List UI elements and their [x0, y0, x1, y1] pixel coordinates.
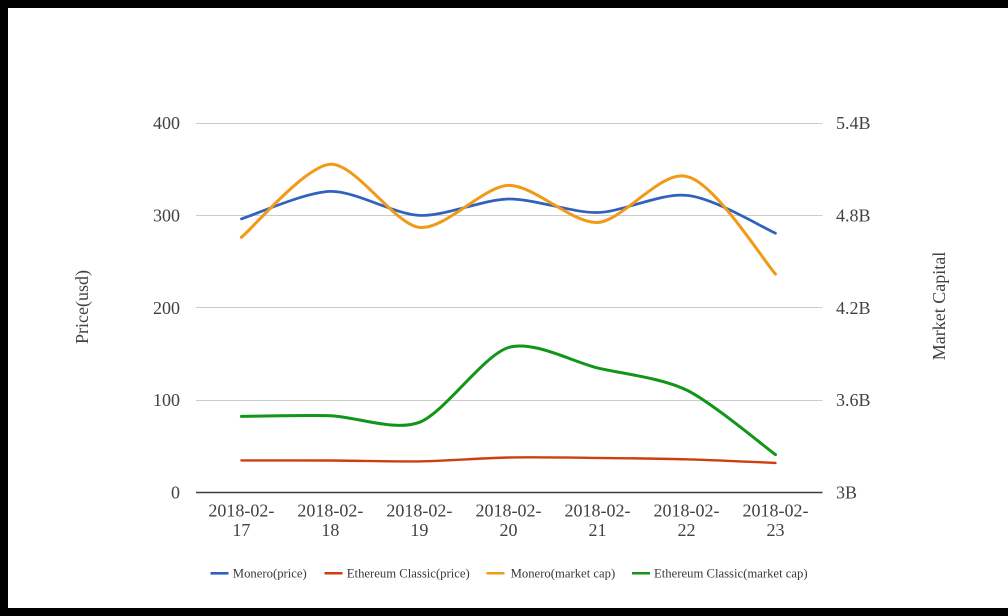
svg-text:100: 100: [153, 390, 180, 410]
svg-text:19: 19: [410, 520, 428, 540]
svg-text:3B: 3B: [836, 483, 857, 503]
svg-text:20: 20: [500, 520, 518, 540]
svg-text:0: 0: [171, 483, 180, 503]
svg-text:2018-02-: 2018-02-: [208, 500, 274, 520]
svg-text:Ethereum Classic(price): Ethereum Classic(price): [347, 567, 470, 581]
svg-text:2018-02-: 2018-02-: [476, 500, 542, 520]
svg-text:2018-02-: 2018-02-: [386, 500, 452, 520]
svg-text:5.4B: 5.4B: [836, 113, 871, 133]
svg-text:21: 21: [589, 520, 607, 540]
svg-text:2018-02-: 2018-02-: [297, 500, 363, 520]
svg-text:23: 23: [767, 520, 785, 540]
svg-text:Monero(market cap): Monero(market cap): [511, 567, 616, 581]
svg-text:2018-02-: 2018-02-: [743, 500, 809, 520]
svg-text:4.2B: 4.2B: [836, 298, 871, 318]
svg-text:2018-02-: 2018-02-: [565, 500, 631, 520]
svg-text:18: 18: [321, 520, 339, 540]
svg-text:Price(usd): Price(usd): [72, 270, 93, 344]
svg-text:200: 200: [153, 298, 180, 318]
svg-text:17: 17: [232, 520, 250, 540]
svg-text:300: 300: [153, 206, 180, 226]
svg-text:Monero(price): Monero(price): [233, 567, 307, 581]
svg-text:22: 22: [678, 520, 696, 540]
svg-text:Market Capital: Market Capital: [929, 252, 949, 360]
svg-text:2018-02-: 2018-02-: [654, 500, 720, 520]
svg-text:400: 400: [153, 113, 180, 133]
svg-text:4.8B: 4.8B: [836, 206, 871, 226]
svg-text:3.6B: 3.6B: [836, 390, 871, 410]
svg-text:Ethereum Classic(market cap): Ethereum Classic(market cap): [654, 567, 808, 581]
